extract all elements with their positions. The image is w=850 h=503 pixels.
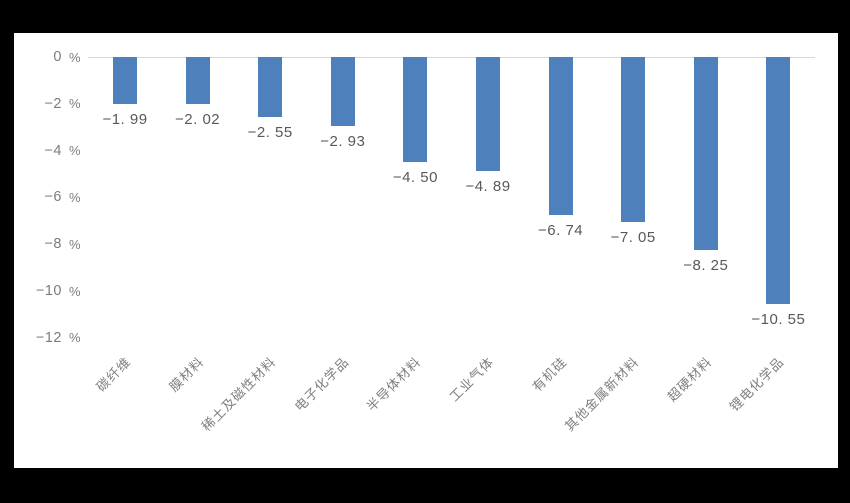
y-tick-unit: %	[69, 330, 81, 346]
bar	[185, 57, 210, 104]
category-label: 膜材料	[166, 354, 207, 395]
y-tick-number: −4	[44, 142, 62, 159]
bar	[476, 57, 500, 171]
y-tick-unit: %	[69, 143, 81, 159]
category-label: 稀土及磁性材料	[199, 354, 279, 435]
zero-gridline	[88, 57, 815, 58]
y-tick-unit: %	[69, 49, 81, 65]
category-label: 碳纤维	[93, 354, 134, 395]
category-label: 其他金属新材料	[562, 354, 642, 435]
y-tick-label: 0%	[22, 48, 92, 66]
y-tick-number: 0	[53, 49, 62, 65]
y-tick-unit: %	[69, 236, 81, 252]
y-tick-number: −12	[35, 329, 62, 346]
bar-value-label: −4. 50	[392, 169, 438, 186]
y-tick-unit: %	[69, 96, 81, 112]
bar	[330, 57, 355, 126]
bar-value-label: −6. 74	[538, 222, 584, 239]
y-tick-label: −6%	[22, 188, 92, 206]
category-label: 电子化学品	[291, 354, 352, 415]
bar-value-label: −2. 93	[320, 133, 366, 150]
bar-value-label: −2. 55	[247, 124, 293, 141]
y-tick-label: −4%	[22, 142, 92, 160]
y-tick-label: −10%	[22, 282, 92, 300]
y-tick-label: −2%	[22, 95, 92, 113]
bar-value-label: −1. 99	[102, 111, 148, 128]
y-tick-label: −12%	[22, 329, 92, 347]
bar	[548, 57, 573, 215]
y-tick-number: −6	[44, 189, 62, 206]
y-tick-number: −2	[44, 95, 62, 112]
bar	[766, 57, 791, 304]
y-tick-unit: %	[69, 283, 81, 299]
bar	[693, 57, 718, 250]
category-label: 工业气体	[446, 354, 497, 405]
bar-value-label: −8. 25	[683, 257, 729, 274]
category-label: 锂电化学品	[727, 354, 788, 415]
bar	[621, 57, 646, 222]
y-tick-number: −10	[35, 283, 62, 299]
bar-value-label: −2. 02	[175, 111, 221, 128]
y-tick-unit: %	[69, 189, 81, 205]
bar	[113, 57, 137, 104]
category-label: 超硬材料	[664, 354, 715, 405]
bar-value-label: −4. 89	[465, 178, 511, 195]
bar	[258, 57, 283, 117]
bar-value-label: −10. 55	[751, 311, 806, 328]
category-label: 有机硅	[529, 354, 570, 395]
bar-value-label: −7. 05	[610, 229, 656, 246]
category-label: 半导体材料	[364, 354, 425, 415]
chart-canvas: 0% −2% −4% −6% −8% −10% −12% −1. 99 −2. 02 −2. 5…	[14, 33, 838, 468]
bar	[403, 57, 428, 162]
y-tick-number: −8	[44, 236, 62, 253]
y-tick-label: −8%	[22, 235, 92, 253]
